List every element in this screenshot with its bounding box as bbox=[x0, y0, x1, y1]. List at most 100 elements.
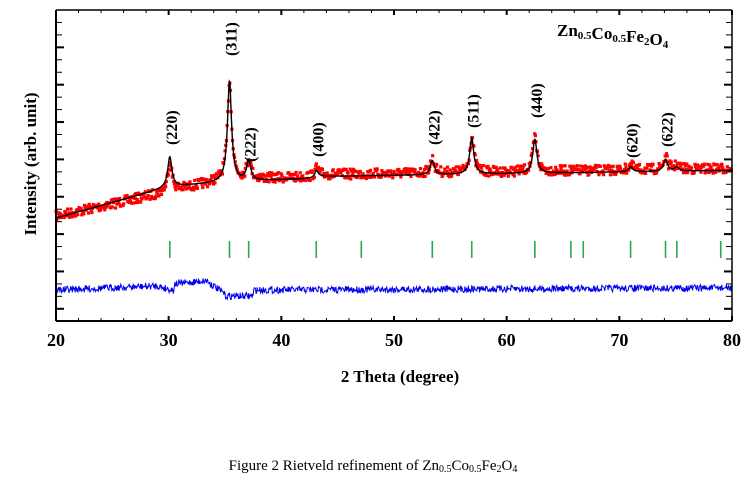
observed-point bbox=[257, 179, 261, 183]
x-tick-label: 80 bbox=[723, 330, 741, 350]
observed-point bbox=[517, 172, 521, 176]
observed-point bbox=[433, 169, 437, 173]
observed-point bbox=[685, 162, 689, 166]
observed-point bbox=[379, 175, 383, 179]
observed-point bbox=[627, 168, 631, 172]
observed-point bbox=[486, 164, 490, 169]
observed-point bbox=[629, 161, 633, 166]
observed-point bbox=[562, 169, 566, 173]
observed-point bbox=[367, 170, 371, 174]
observed-point bbox=[533, 132, 537, 136]
observed-point bbox=[423, 174, 427, 178]
observed-point bbox=[524, 170, 529, 175]
peak-label: (620) bbox=[625, 123, 642, 158]
observed-point bbox=[683, 171, 687, 175]
observed-point bbox=[312, 175, 316, 179]
observed-point bbox=[143, 195, 147, 199]
observed-point bbox=[155, 190, 159, 194]
observed-point bbox=[293, 179, 298, 183]
observed-point bbox=[503, 166, 507, 170]
observed-point bbox=[700, 165, 704, 169]
formula-element: Co bbox=[592, 24, 613, 43]
observed-point bbox=[241, 170, 245, 175]
observed-point bbox=[212, 173, 216, 178]
observed-point bbox=[159, 192, 164, 197]
observed-point bbox=[539, 168, 543, 172]
formula-element: Fe bbox=[626, 27, 644, 46]
observed-point bbox=[408, 170, 412, 175]
observed-point bbox=[611, 164, 615, 168]
peak-label: (422) bbox=[426, 110, 443, 145]
observed-point bbox=[616, 167, 621, 171]
observed-point bbox=[431, 154, 435, 158]
observed-point bbox=[675, 166, 679, 170]
observed-point bbox=[116, 197, 120, 201]
observed-point bbox=[472, 144, 476, 148]
observed-point bbox=[609, 165, 613, 169]
observed-point bbox=[260, 174, 264, 178]
observed-point bbox=[685, 171, 690, 175]
observed-point bbox=[706, 168, 711, 172]
observed-point bbox=[205, 185, 210, 189]
observed-point bbox=[418, 167, 423, 171]
observed-point bbox=[83, 205, 87, 210]
observed-point bbox=[335, 172, 339, 176]
observed-point bbox=[316, 165, 320, 169]
x-tick-label: 40 bbox=[272, 330, 290, 350]
observed-point bbox=[550, 173, 554, 177]
observed-point bbox=[536, 154, 540, 158]
observed-point bbox=[354, 169, 358, 174]
formula-subscript: 0.5 bbox=[578, 30, 592, 42]
observed-point bbox=[349, 177, 353, 181]
observed-point bbox=[249, 164, 254, 168]
observed-point bbox=[113, 206, 118, 210]
observed-point bbox=[707, 170, 711, 175]
observed-point bbox=[558, 164, 562, 168]
observed-point bbox=[665, 154, 669, 158]
observed-point bbox=[269, 174, 273, 179]
observed-point bbox=[352, 169, 356, 173]
observed-point bbox=[143, 190, 147, 194]
observed-point bbox=[251, 166, 255, 171]
observed-point bbox=[643, 171, 648, 176]
observed-point bbox=[654, 171, 658, 175]
observed-point bbox=[672, 164, 676, 168]
observed-point bbox=[623, 162, 627, 166]
observed-point bbox=[70, 215, 74, 219]
observed-point bbox=[128, 200, 133, 204]
peak-label: (511) bbox=[466, 94, 483, 128]
observed-point bbox=[669, 160, 673, 164]
observed-point bbox=[629, 163, 633, 168]
observed-point bbox=[89, 208, 93, 212]
observed-point bbox=[417, 174, 421, 178]
observed-point bbox=[375, 167, 379, 171]
observed-point bbox=[287, 171, 291, 175]
observed-point bbox=[132, 201, 136, 205]
observed-point bbox=[99, 208, 103, 212]
observed-point bbox=[320, 167, 325, 172]
observed-point bbox=[88, 205, 93, 209]
observed-point bbox=[439, 165, 443, 169]
observed-point bbox=[176, 184, 180, 188]
observed-point bbox=[454, 165, 458, 169]
observed-point bbox=[650, 164, 654, 168]
observed-point bbox=[470, 136, 475, 140]
observed-point bbox=[397, 167, 401, 172]
observed-point bbox=[623, 168, 627, 172]
observed-point bbox=[281, 180, 285, 184]
observed-point bbox=[520, 167, 525, 172]
observed-point bbox=[473, 153, 477, 157]
observed-point bbox=[703, 171, 707, 175]
observed-point bbox=[693, 162, 697, 166]
observed-point bbox=[631, 160, 636, 165]
observed-point bbox=[572, 164, 576, 169]
observed-point bbox=[348, 167, 352, 171]
observed-point bbox=[87, 202, 91, 206]
observed-point bbox=[555, 168, 559, 172]
observed-point bbox=[371, 171, 375, 175]
observed-point bbox=[182, 180, 186, 184]
observed-point bbox=[543, 168, 548, 172]
observed-point bbox=[395, 172, 399, 176]
observed-point bbox=[639, 168, 643, 172]
observed-point bbox=[256, 175, 260, 179]
